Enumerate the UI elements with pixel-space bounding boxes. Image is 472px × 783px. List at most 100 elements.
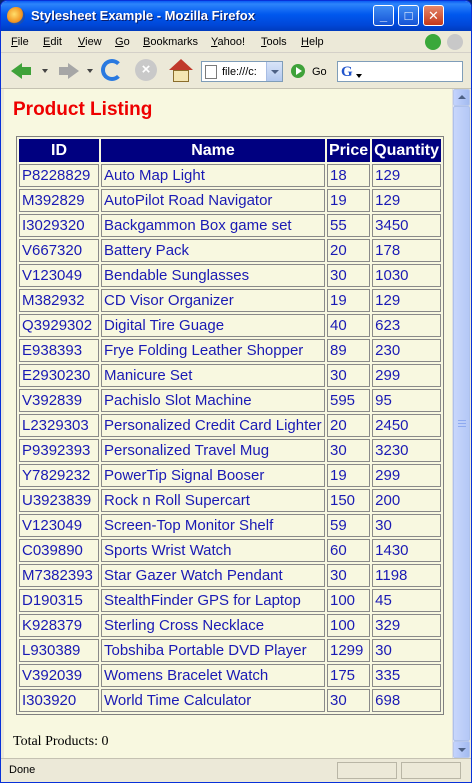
reload-button[interactable] — [99, 57, 125, 83]
cell-price: 100 — [327, 614, 371, 637]
cell-price: 20 — [327, 239, 371, 262]
table-row: V392039 Womens Bracelet Watch 175 335 — [19, 664, 442, 687]
add-icon[interactable] — [425, 34, 441, 50]
cell-quantity: 299 — [372, 364, 442, 387]
cell-name: Screen-Top Monitor Shelf — [101, 514, 325, 537]
back-button[interactable] — [9, 57, 35, 83]
minimize-button[interactable]: _ — [373, 5, 394, 26]
back-arrow-icon — [11, 63, 22, 79]
menu-edit[interactable]: Edit — [43, 36, 62, 48]
cell-quantity: 623 — [372, 314, 442, 337]
cell-id: C039890 — [19, 539, 99, 562]
cell-price: 19 — [327, 189, 371, 212]
cell-name: Pachislo Slot Machine — [101, 389, 325, 412]
status-bar: Done — [1, 758, 471, 782]
cell-name: Personalized Travel Mug — [101, 439, 325, 462]
menu-go[interactable]: Go — [115, 36, 130, 48]
vertical-scrollbar[interactable] — [452, 89, 470, 758]
cell-id: M7382393 — [19, 564, 99, 587]
cell-name: Sports Wrist Watch — [101, 539, 325, 562]
table-row: Y7829232 PowerTip Signal Booser 19 299 — [19, 464, 442, 487]
cell-name: Manicure Set — [101, 364, 325, 387]
cell-id: V392839 — [19, 389, 99, 412]
go-icon[interactable] — [291, 64, 305, 78]
cell-quantity: 329 — [372, 614, 442, 637]
cell-quantity: 1430 — [372, 539, 442, 562]
menu-yahoo[interactable]: Yahoo! — [211, 36, 246, 48]
cell-price: 595 — [327, 389, 371, 412]
cell-name: Battery Pack — [101, 239, 325, 262]
cell-quantity: 698 — [372, 689, 442, 712]
search-engine-dropdown-icon[interactable] — [356, 74, 362, 78]
cell-quantity: 30 — [372, 514, 442, 537]
column-header-name: Name — [101, 139, 325, 162]
cell-name: Star Gazer Watch Pendant — [101, 564, 325, 587]
cell-price: 175 — [327, 664, 371, 687]
cell-quantity: 230 — [372, 339, 442, 362]
cell-name: Bendable Sunglasses — [101, 264, 325, 287]
scroll-up-button[interactable] — [453, 89, 470, 106]
cell-id: E2930230 — [19, 364, 99, 387]
cell-id: I303920 — [19, 689, 99, 712]
throbber-icon — [447, 34, 463, 50]
cell-price: 30 — [327, 689, 371, 712]
address-bar[interactable]: file:///c: — [201, 61, 283, 82]
cell-price: 40 — [327, 314, 371, 337]
table-row: M392829 AutoPilot Road Navigator 19 129 — [19, 189, 442, 212]
go-button[interactable]: Go — [312, 66, 327, 78]
stop-button[interactable]: × — [133, 57, 159, 83]
table-row: V123049 Bendable Sunglasses 30 1030 — [19, 264, 442, 287]
cell-quantity: 1030 — [372, 264, 442, 287]
forward-button[interactable] — [55, 57, 81, 83]
cell-id: K928379 — [19, 614, 99, 637]
table-row: L2329303 Personalized Credit Card Lighter… — [19, 414, 442, 437]
cell-id: V667320 — [19, 239, 99, 262]
home-button[interactable] — [167, 57, 193, 83]
scroll-thumb[interactable] — [453, 106, 470, 741]
scroll-down-button[interactable] — [453, 741, 470, 758]
cell-id: V123049 — [19, 264, 99, 287]
cell-id: P8228829 — [19, 164, 99, 187]
cell-name: Auto Map Light — [101, 164, 325, 187]
menu-view[interactable]: View — [78, 36, 102, 48]
product-table: ID Name Price Quantity P8228829 Auto Map … — [16, 136, 445, 715]
close-button[interactable]: ✕ — [423, 5, 444, 26]
home-icon — [169, 59, 193, 83]
cell-price: 30 — [327, 264, 371, 287]
search-bar[interactable]: G — [337, 61, 463, 82]
cell-quantity: 2450 — [372, 414, 442, 437]
menu-tools[interactable]: Tools — [261, 36, 287, 48]
cell-quantity: 45 — [372, 589, 442, 612]
status-text: Done — [9, 764, 36, 776]
cell-quantity: 178 — [372, 239, 442, 262]
search-engine-icon[interactable]: G — [341, 64, 353, 80]
cell-quantity: 1198 — [372, 564, 442, 587]
table-row: Q3929302 Digital Tire Guage 40 623 — [19, 314, 442, 337]
cell-id: L2329303 — [19, 414, 99, 437]
table-row: E938393 Frye Folding Leather Shopper 89 230 — [19, 339, 442, 362]
menu-file[interactable]: File — [11, 36, 29, 48]
address-dropdown-icon[interactable] — [266, 62, 282, 81]
cell-id: V392039 — [19, 664, 99, 687]
status-panel — [401, 762, 461, 779]
firefox-logo-icon — [7, 7, 25, 25]
menu-help[interactable]: Help — [301, 36, 324, 48]
cell-id: M392829 — [19, 189, 99, 212]
cell-name: Rock n Roll Supercart — [101, 489, 325, 512]
cell-id: L930389 — [19, 639, 99, 662]
cell-price: 55 — [327, 214, 371, 237]
title-bar[interactable]: Stylesheet Example - Mozilla Firefox _ □… — [1, 1, 471, 31]
status-panel — [337, 762, 397, 779]
table-row: V392839 Pachislo Slot Machine 595 95 — [19, 389, 442, 412]
forward-history-dropdown-icon[interactable] — [87, 69, 93, 73]
cell-price: 30 — [327, 364, 371, 387]
address-input[interactable]: file:///c: — [222, 66, 257, 78]
maximize-button[interactable]: □ — [398, 5, 419, 26]
cell-quantity: 3230 — [372, 439, 442, 462]
back-history-dropdown-icon[interactable] — [42, 69, 48, 73]
cell-name: World Time Calculator — [101, 689, 325, 712]
menu-bookmarks[interactable]: Bookmarks — [143, 36, 199, 48]
cell-id: Q3929302 — [19, 314, 99, 337]
cell-quantity: 3450 — [372, 214, 442, 237]
reload-icon — [101, 59, 123, 81]
